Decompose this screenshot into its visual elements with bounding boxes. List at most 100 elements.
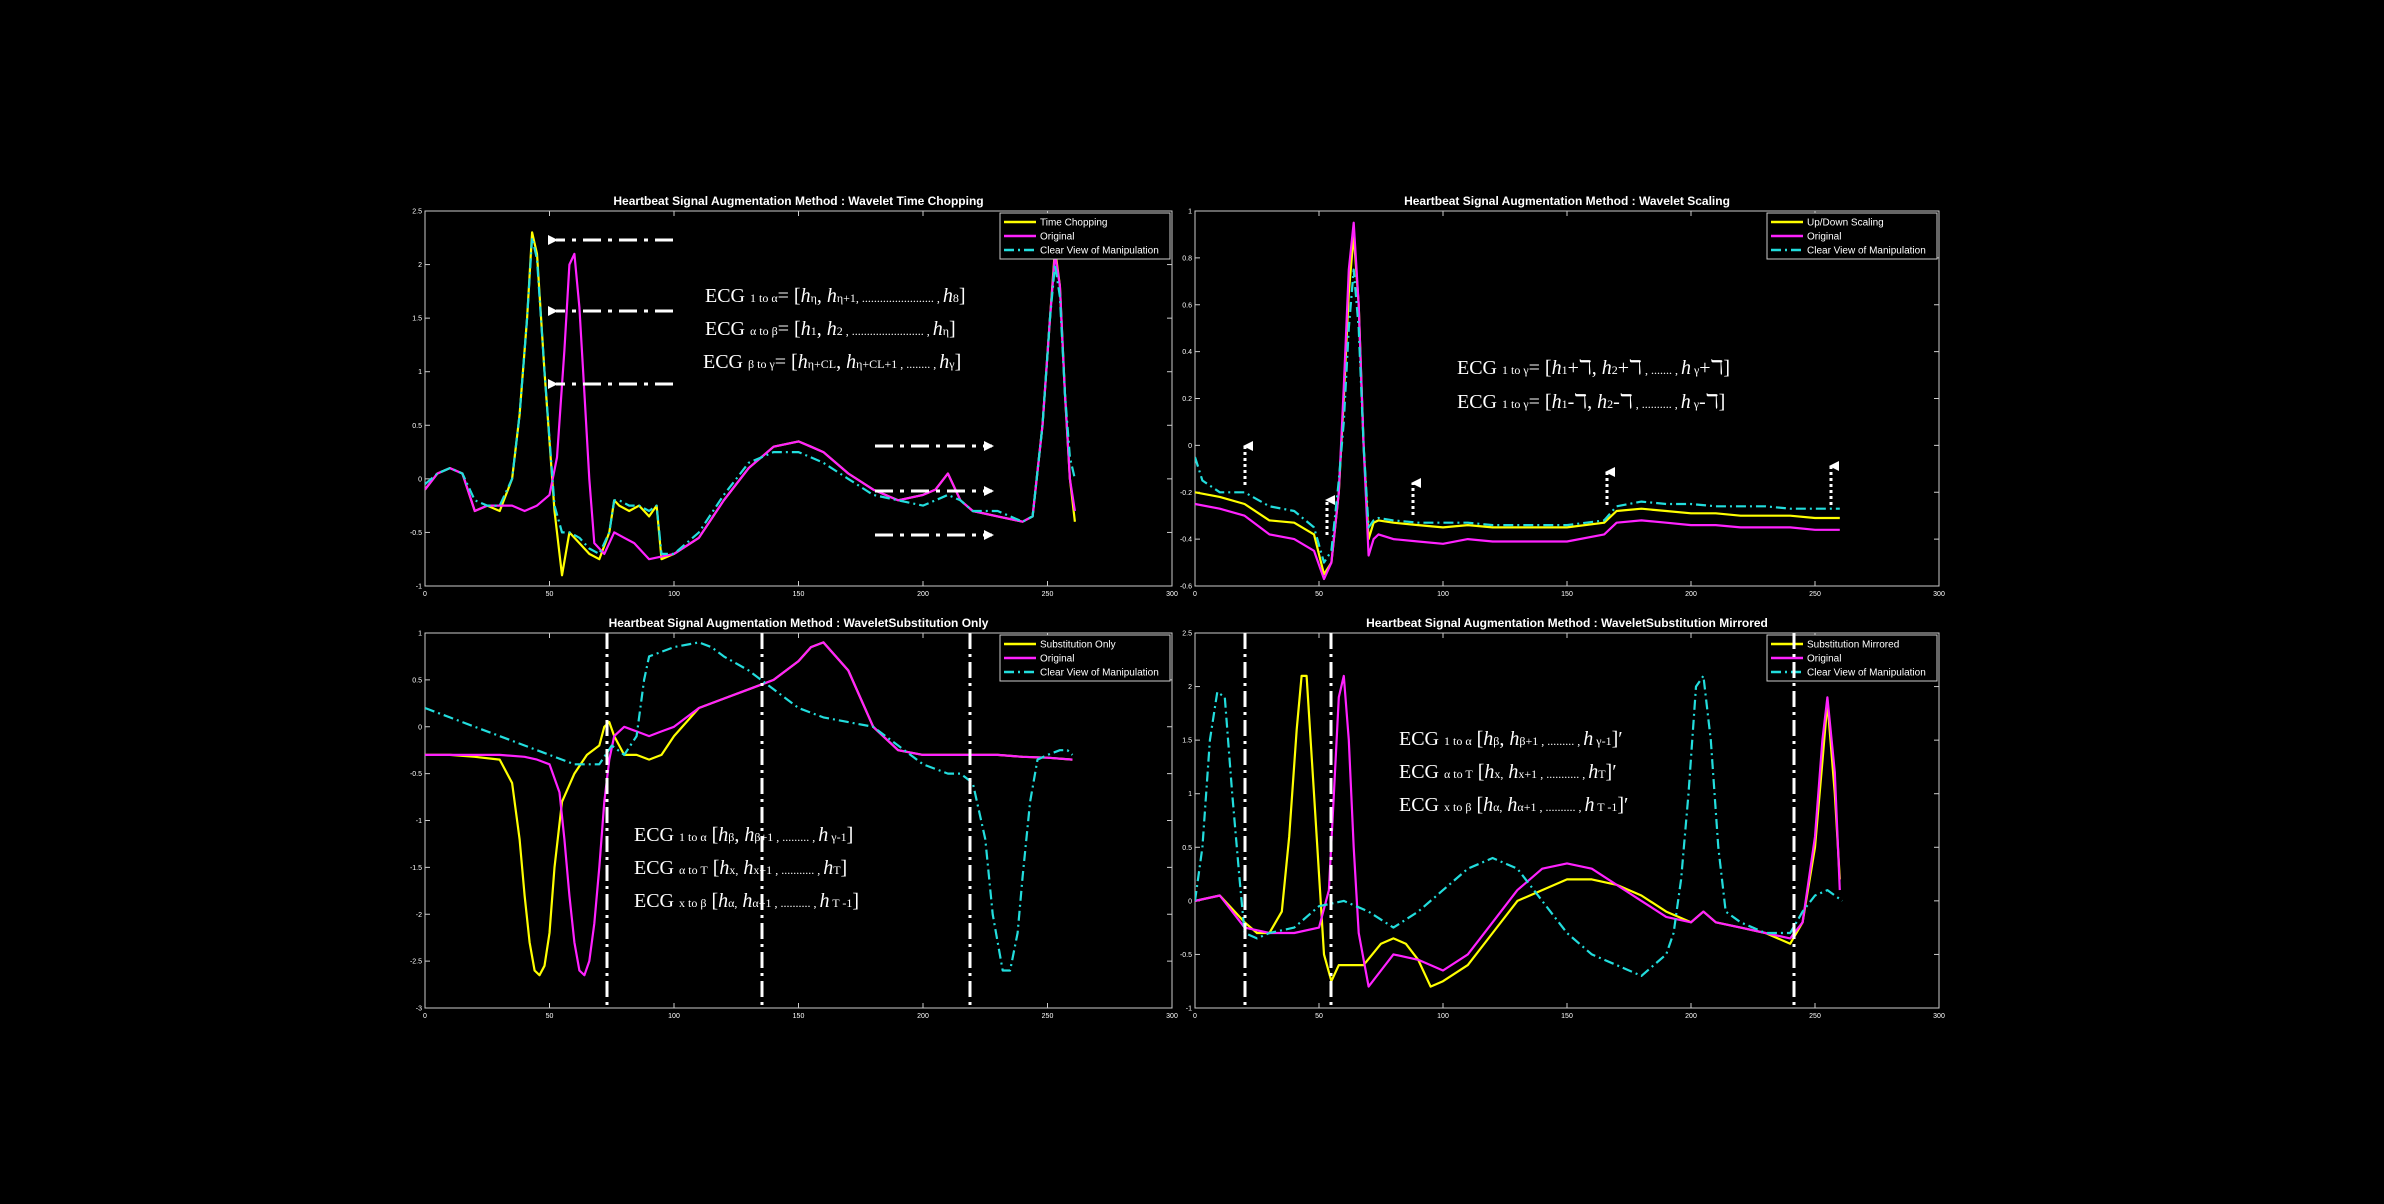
- x-tick-label: 250: [1042, 1013, 1054, 1020]
- legend-entry: Substitution Only: [1040, 640, 1116, 651]
- equation-line: ECG 1 to γ= [h1-ℸ, h2-ℸ , .......... , h…: [1457, 391, 1725, 413]
- x-tick-label: 100: [1437, 591, 1449, 598]
- y-tick-label: 1.5: [1182, 738, 1192, 745]
- series-line-cyan: [425, 641, 1074, 972]
- x-tick-label: 100: [668, 1013, 680, 1020]
- equation-line: ECG 1 to α [hβ, hβ+1 , ......... , h γ-1…: [1399, 728, 1623, 750]
- chart-title: Heartbeat Signal Augmentation Method : W…: [609, 616, 989, 630]
- equation-line: ECG 1 to α= [hη, hη+1, .................…: [705, 285, 966, 307]
- equation-line: ECG 1 to α [hβ, hβ+1 , ......... , h γ-1…: [634, 824, 853, 846]
- equation-line: ECG α to T [hx, hx+1 , ........... , hT]: [634, 857, 847, 879]
- y-tick-label: 1: [418, 369, 422, 376]
- x-tick-label: 200: [1685, 1013, 1697, 1020]
- y-tick-label: -1.5: [410, 865, 422, 872]
- y-tick-label: -1: [1186, 1006, 1192, 1013]
- equation-line: ECG x to β [hα, hα+1 , .......... , h T …: [1399, 794, 1628, 816]
- x-tick-label: 0: [423, 591, 427, 598]
- y-tick-label: 0.4: [1182, 349, 1192, 356]
- chart-title: Heartbeat Signal Augmentation Method : W…: [1404, 194, 1730, 208]
- y-tick-label: -1: [416, 818, 422, 825]
- chart-panel-1: Heartbeat Signal Augmentation Method : W…: [410, 194, 1178, 598]
- x-tick-label: 300: [1166, 591, 1178, 598]
- legend: Time Chopping Original Clear View of Manip…: [999, 212, 1171, 260]
- x-tick-label: 150: [793, 591, 805, 598]
- x-tick-label: 100: [668, 591, 680, 598]
- x-tick-label: 250: [1042, 591, 1054, 598]
- series-line-yellow: [1195, 674, 1841, 988]
- x-tick-label: 0: [1193, 1013, 1197, 1020]
- y-tick-label: 1.5: [412, 316, 422, 323]
- y-tick-label: -0.5: [410, 530, 422, 537]
- y-tick-label: 0.5: [412, 423, 422, 430]
- x-tick-label: 250: [1809, 591, 1821, 598]
- y-tick-label: -0.6: [1180, 584, 1192, 591]
- x-tick-label: 100: [1437, 1013, 1449, 1020]
- legend-entry: Original: [1807, 654, 1841, 665]
- x-tick-label: 50: [546, 1013, 554, 1020]
- x-tick-label: 50: [1315, 1013, 1323, 1020]
- y-tick-label: 1: [418, 631, 422, 638]
- y-tick-label: 2.5: [412, 209, 422, 216]
- series-line-yellow: [425, 231, 1076, 577]
- y-tick-label: 0: [418, 476, 422, 483]
- y-tick-label: 0.8: [1182, 255, 1192, 262]
- y-tick-label: -0.5: [1180, 952, 1192, 959]
- y-tick-label: 2: [418, 262, 422, 269]
- y-tick-label: 0: [1188, 898, 1192, 905]
- chart-panel-3: Heartbeat Signal Augmentation Method : W…: [410, 616, 1178, 1020]
- equation-line: ECG β to γ= [hη+CL, hη+CL+1 , ........ ,…: [703, 351, 961, 373]
- series-line-magenta: [1195, 674, 1841, 988]
- series-line-magenta: [1195, 221, 1840, 581]
- series-line-cyan: [1195, 268, 1840, 564]
- legend-entry: Time Chopping: [1040, 218, 1107, 229]
- y-tick-label: 1: [1188, 209, 1192, 216]
- legend-entry: Original: [1807, 232, 1841, 243]
- x-tick-label: 0: [1193, 591, 1197, 598]
- chart-title: Heartbeat Signal Augmentation Method : W…: [613, 194, 983, 208]
- series-line-magenta: [425, 641, 1073, 977]
- legend-entry: Clear View of Manipulation: [1040, 246, 1159, 257]
- y-tick-label: 0.2: [1182, 396, 1192, 403]
- chart-panel-4: Heartbeat Signal Augmentation Method : W…: [1180, 616, 1945, 1020]
- annotations: ECG 1 to α= [hη, hη+1, .................…: [548, 235, 1839, 1008]
- legend-entry: Original: [1040, 232, 1074, 243]
- x-tick-label: 50: [546, 591, 554, 598]
- y-tick-label: 2: [1188, 684, 1192, 691]
- x-tick-label: 150: [1561, 1013, 1573, 1020]
- legend-entry: Up/Down Scaling: [1807, 218, 1884, 229]
- x-tick-label: 300: [1933, 1013, 1945, 1020]
- y-tick-label: -2.5: [410, 959, 422, 966]
- x-tick-label: 300: [1933, 591, 1945, 598]
- legend: Substitution Only Original Clear View of M…: [999, 634, 1171, 682]
- y-tick-label: 0.5: [1182, 845, 1192, 852]
- y-tick-label: -0.2: [1180, 490, 1192, 497]
- x-tick-label: 200: [917, 591, 929, 598]
- series-line-cyan: [1195, 674, 1843, 977]
- equation-line: ECG x to β [hα, hα+1 , .......... , h T …: [634, 890, 859, 912]
- legend-entry: Substitution Mirrored: [1807, 640, 1899, 651]
- x-tick-label: 200: [917, 1013, 929, 1020]
- axes-box: [424, 632, 1173, 1009]
- y-tick-label: -0.5: [410, 771, 422, 778]
- x-tick-label: 300: [1166, 1013, 1178, 1020]
- y-tick-label: -0.4: [1180, 537, 1192, 544]
- y-tick-label: -3: [416, 1006, 422, 1013]
- y-tick-label: 0.6: [1182, 302, 1192, 309]
- legend-entry: Clear View of Manipulation: [1807, 668, 1926, 679]
- y-tick-label: -2: [416, 912, 422, 919]
- equation-line: ECG 1 to γ= [h1+ℸ, h2+ℸ , ....... , h γ+…: [1457, 357, 1730, 379]
- equation-line: ECG α to T [hx, hx+1 , ........... , hT]…: [1399, 761, 1617, 783]
- x-tick-label: 0: [423, 1013, 427, 1020]
- y-tick-label: 0: [418, 724, 422, 731]
- x-tick-label: 200: [1685, 591, 1697, 598]
- y-tick-label: -1: [416, 584, 422, 591]
- x-tick-label: 250: [1809, 1013, 1821, 1020]
- y-tick-label: 2.5: [1182, 631, 1192, 638]
- legend-entry: Clear View of Manipulation: [1040, 668, 1159, 679]
- legend-entry: Original: [1040, 654, 1074, 665]
- chart-panel-2: Heartbeat Signal Augmentation Method : W…: [1180, 194, 1945, 598]
- y-tick-label: 0: [1188, 443, 1192, 450]
- x-tick-label: 50: [1315, 591, 1323, 598]
- legend: Up/Down Scaling Original Clear View of Man…: [1766, 212, 1938, 260]
